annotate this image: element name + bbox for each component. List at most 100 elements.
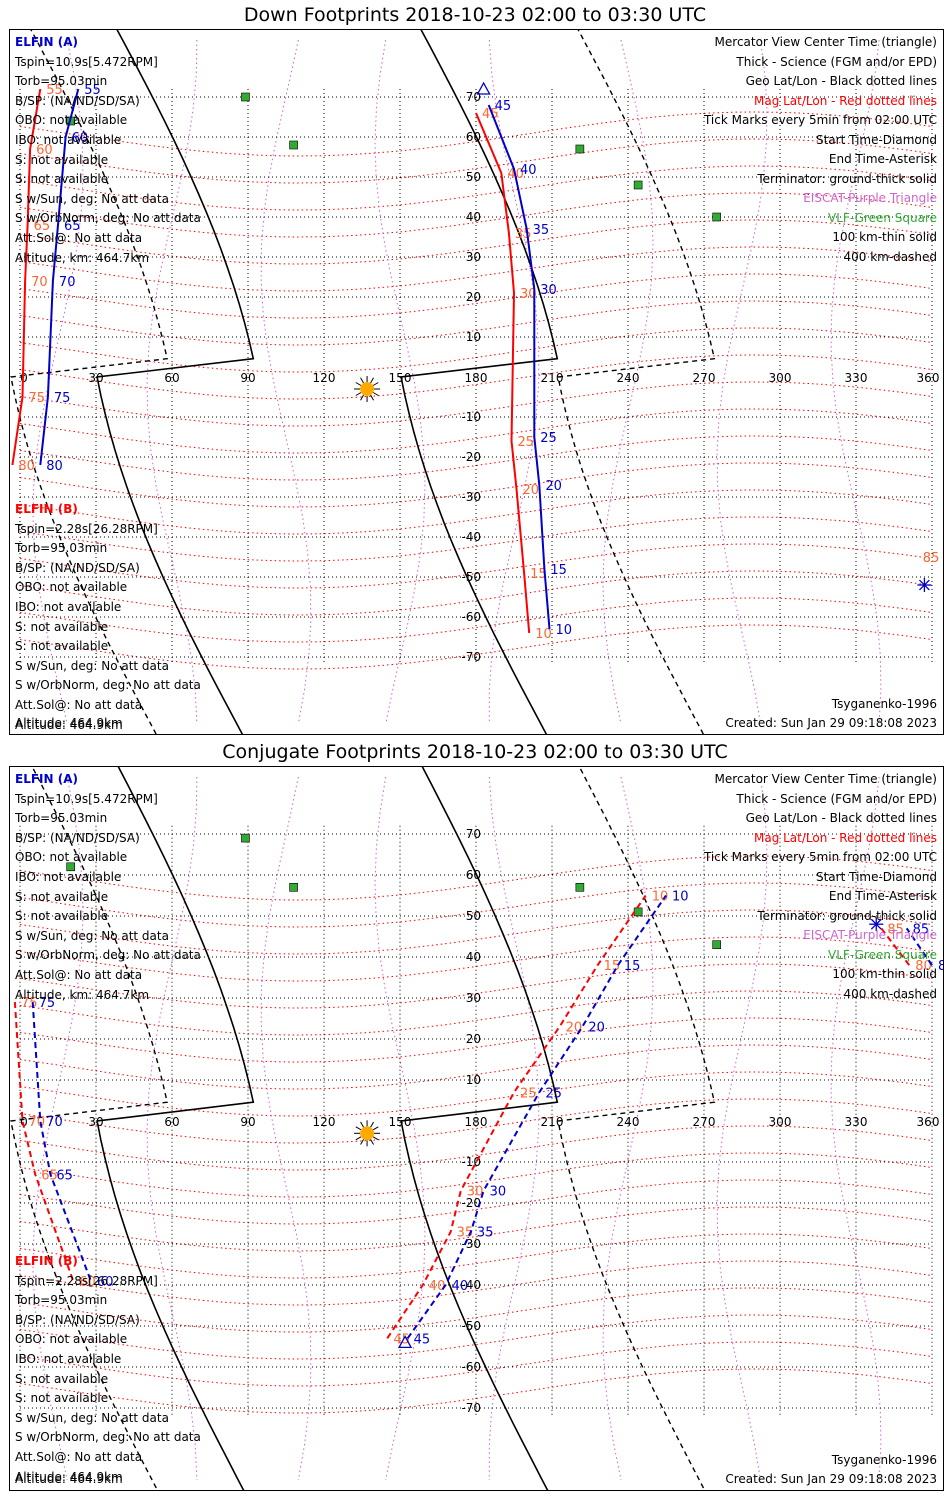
elfin-a-header: ELFIN (A) xyxy=(15,772,78,786)
track-tick-label: 40 xyxy=(452,1279,469,1294)
info-line: S w/OrbNorm, deg: No att data xyxy=(15,948,201,963)
sun-ray xyxy=(370,377,374,384)
sun-ray xyxy=(370,394,374,401)
lon-tick-label: 60 xyxy=(164,1115,179,1129)
lat-tick-label: 20 xyxy=(466,290,481,304)
created-timestamp: Created: Sun Jan 29 09:18:08 2023 xyxy=(725,716,937,730)
track-tick-label: 70 xyxy=(31,275,48,290)
track-tick-label: 80 xyxy=(46,459,63,474)
info-line: Tspin=10.9s[5.472RPM] xyxy=(15,54,158,69)
mag-lon-line xyxy=(32,39,84,725)
lon-tick-label: 0 xyxy=(20,371,28,385)
sun-ray xyxy=(370,1139,374,1145)
elfin-a-header: ELFIN (A) xyxy=(15,35,78,49)
mag-lat-line xyxy=(19,963,933,1009)
lon-tick-label: 180 xyxy=(465,1115,488,1129)
lat-tick-label: 60 xyxy=(466,868,481,882)
info-line: S: not available xyxy=(15,889,109,904)
track-tick-label: 65 xyxy=(56,1168,73,1183)
mag-lat-line xyxy=(19,138,933,184)
track-tick-label: 30 xyxy=(540,283,557,298)
info-line: OBO: not available xyxy=(15,850,128,865)
track-tick-label: 60 xyxy=(79,1275,96,1290)
sun-ray xyxy=(372,382,379,386)
lon-tick-label: 90 xyxy=(240,371,255,385)
info-line: S w/Sun, deg: No att data xyxy=(15,658,169,673)
info-line: OBO: not available xyxy=(15,1332,128,1347)
lat-tick-label: -10 xyxy=(461,410,481,424)
vlf-station-icon xyxy=(633,180,643,190)
mag-lat-line xyxy=(19,1071,933,1117)
mag-lat-line xyxy=(19,936,933,982)
sun-ray xyxy=(355,382,362,386)
lon-tick-label: 120 xyxy=(313,1115,336,1129)
info-line: B/SP: (NA/ND/SD/SA) xyxy=(15,830,140,845)
mag-lat-line xyxy=(19,1368,933,1414)
info-line: S: not available xyxy=(15,639,109,654)
mag-lat-line xyxy=(19,1206,933,1252)
mag-lat-line xyxy=(19,1044,933,1090)
mag-lat-line xyxy=(19,1098,933,1144)
legend-item: End Time-Asterisk xyxy=(828,152,937,166)
legend-item: Mercator View Center Time (triangle) xyxy=(714,772,937,786)
mag-lon-line xyxy=(260,776,312,1481)
model-name: Tsyganenko-1996 xyxy=(831,697,937,711)
lon-tick-label: 330 xyxy=(845,1115,868,1129)
info-line: Tspin=2.28s[26.28RPM] xyxy=(15,521,158,536)
sun-ray xyxy=(355,392,362,396)
track-tick-label: 45 xyxy=(393,1332,410,1347)
mag-lat-line xyxy=(19,462,933,508)
vlf-station-icon xyxy=(289,883,298,892)
legend-item: 100 km-thin solid xyxy=(832,967,937,981)
info-line: Altitude: 464.9km xyxy=(15,1469,123,1484)
mag-lon-line xyxy=(260,39,312,725)
track-tick-label: 70 xyxy=(29,1115,46,1130)
info-line: Torb=95.03min xyxy=(15,811,108,826)
info-line: S w/Sun, deg: No att data xyxy=(15,191,169,206)
lon-tick-label: 240 xyxy=(617,1115,640,1129)
legend-item: Terminator: ground-thick solid xyxy=(757,908,937,923)
track-tick-label: 30 xyxy=(520,287,537,302)
legend-item: Tick Marks every 5min from 02:00 UTC xyxy=(703,113,937,127)
terminator-line xyxy=(10,30,169,734)
model-name: Tsyganenko-1996 xyxy=(831,1453,937,1467)
legend-item: EISCAT-Purple Triangle xyxy=(803,928,937,942)
track-tick-label: 15 xyxy=(550,563,567,578)
mag-lat-line xyxy=(19,354,933,400)
legend-item: Start Time-Diamond xyxy=(815,869,937,884)
lat-tick-label: -20 xyxy=(461,450,481,464)
track-tick-label: 60 xyxy=(72,131,89,146)
lat-tick-label: 50 xyxy=(466,170,481,184)
mag-lat-line xyxy=(19,273,933,319)
info-line: S: not available xyxy=(15,1371,109,1386)
lat-tick-label: 30 xyxy=(466,250,481,264)
elfin-b-header: ELFIN (B) xyxy=(15,1254,78,1268)
sun-ray xyxy=(360,394,364,401)
info-line: S w/Sun, deg: No att data xyxy=(15,1410,169,1425)
info-line: S w/OrbNorm, deg: No att data xyxy=(15,211,201,226)
elfin-b-info-conjugate: ELFIN (B) Tspin=2.28s[26.28RPM] Torb=95.… xyxy=(15,1252,201,1487)
track-tick-label: 45 xyxy=(495,99,512,114)
legend-item: Mercator View Center Time (triangle) xyxy=(714,35,937,49)
lat-tick-label: -40 xyxy=(461,1278,481,1292)
lon-tick-label: 150 xyxy=(389,371,412,385)
lon-tick-label: 90 xyxy=(240,1115,255,1129)
legend-item: Thick - Science (FGM and/or EPD) xyxy=(736,54,937,69)
lat-tick-label: -30 xyxy=(461,490,481,504)
lat-tick-label: 40 xyxy=(466,210,481,224)
info-line: S w/OrbNorm, deg: No att data xyxy=(15,678,201,693)
lon-tick-label: 330 xyxy=(845,371,868,385)
mag-lat-line xyxy=(19,489,933,535)
panel-title-down: Down Footprints 2018-10-23 02:00 to 03:3… xyxy=(243,4,707,26)
terminator-line xyxy=(400,767,559,1490)
end-time-asterisk-icon xyxy=(918,579,930,591)
legend-item: Mag Lat/Lon - Red dotted lines xyxy=(753,830,937,845)
sun-icon xyxy=(360,1126,375,1141)
sun-ray xyxy=(372,1126,379,1131)
terminator-line xyxy=(96,767,255,1490)
lat-tick-label: 10 xyxy=(466,1073,481,1087)
terminator-line xyxy=(400,30,559,734)
end-time-asterisk-icon xyxy=(870,918,882,930)
mag-lat-line xyxy=(19,327,933,373)
lon-tick-label: 300 xyxy=(769,1115,792,1129)
